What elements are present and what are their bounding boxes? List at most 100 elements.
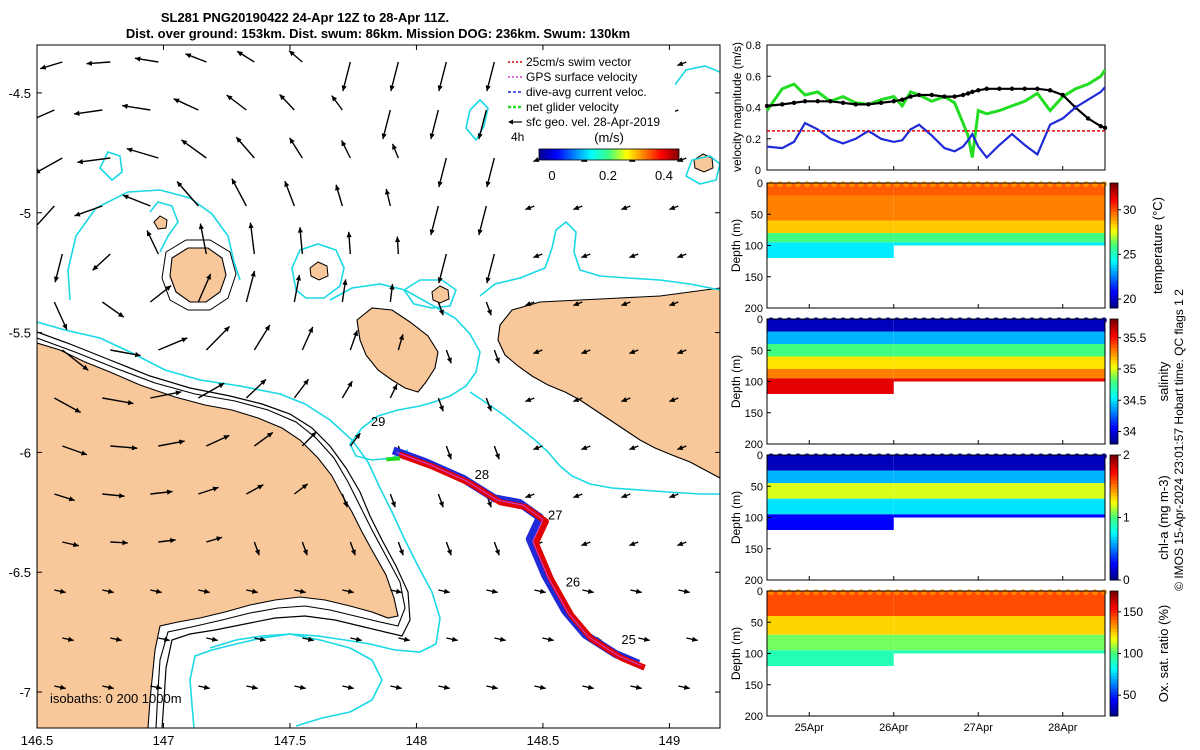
section-dot	[912, 181, 918, 188]
section-colorbar-tick-label: 150	[1123, 605, 1143, 619]
legend-gps-velocity: GPS surface velocity	[526, 70, 637, 84]
section-colorbar-cell	[1110, 501, 1118, 506]
section-colorbar-cell	[1110, 208, 1118, 212]
section-dot	[1020, 589, 1026, 596]
section-layer	[893, 242, 1105, 246]
section-dot	[1020, 453, 1026, 460]
geo-vector-head	[547, 636, 554, 642]
map-ytick-label: -5.5	[9, 326, 31, 341]
section-colorbar-cell	[1110, 431, 1118, 436]
section-colorbar-cell	[1110, 637, 1118, 642]
section-dot	[966, 453, 972, 460]
geo-vector-head	[176, 181, 183, 188]
section-layer	[767, 470, 894, 484]
isobath-cyan-loop-8	[402, 279, 457, 309]
section-layer	[893, 378, 1105, 382]
section-colorbar-frame	[1109, 318, 1119, 445]
section-dot	[822, 453, 828, 460]
map-ytick-label: -4.5	[9, 86, 31, 101]
velocity-point	[802, 99, 808, 104]
section-colorbar-cell	[1110, 229, 1118, 234]
section-layer	[893, 195, 1105, 221]
section-colorbar-cell	[1110, 425, 1118, 429]
section-colorbar-cell	[1110, 403, 1118, 407]
section-layer	[893, 331, 1105, 344]
section-layer	[767, 378, 894, 394]
section-dot	[912, 317, 918, 324]
section-colorbar-cell	[1110, 214, 1118, 218]
section-colorbar-cell	[1110, 428, 1118, 432]
section-dot	[1020, 317, 1026, 324]
section-dot	[1101, 317, 1107, 324]
section-colorbar-cell	[1110, 684, 1118, 689]
geo-vector-head	[398, 549, 404, 556]
section-colorbar-cell	[1110, 628, 1118, 633]
section-xtick-label: 27Apr	[964, 722, 994, 734]
section-colorbar-tick-label: 34	[1123, 425, 1137, 439]
geo-vector-head	[485, 181, 491, 188]
section-layer	[767, 483, 894, 499]
section-dot	[921, 589, 927, 596]
section-dot	[930, 317, 936, 324]
section-colorbar-cell	[1110, 558, 1118, 562]
geo-vector-head	[438, 405, 444, 412]
geo-vector-head	[122, 194, 129, 200]
section-dot	[858, 453, 864, 460]
section-colorbar-cell	[1110, 258, 1118, 262]
velocity-point	[866, 102, 871, 107]
section-dot	[894, 181, 900, 188]
geo-vector-head	[254, 549, 260, 556]
section-colorbar-cell	[1110, 298, 1118, 303]
section-dot	[975, 589, 981, 596]
geo-vector-head	[347, 684, 354, 690]
geo-vector-head	[127, 400, 134, 406]
geo-vector-head	[438, 501, 444, 508]
section-dot	[831, 317, 837, 324]
section-layer	[893, 514, 1105, 518]
isobath-cyan-shelf-inner	[209, 633, 383, 727]
geo-vector-head	[353, 330, 358, 337]
section-dot	[1083, 181, 1089, 188]
section-colorbar-cell	[1110, 483, 1118, 487]
section-layer	[767, 369, 894, 379]
section-dot	[1101, 181, 1107, 188]
geo-vector-head	[226, 95, 233, 101]
section-dot	[849, 317, 855, 324]
section-colorbar-cell	[1110, 273, 1118, 278]
section-colorbar-cell	[1110, 254, 1118, 259]
section-dot	[939, 453, 945, 460]
section-dot	[876, 589, 882, 596]
geo-vector-head	[77, 159, 84, 165]
section-dot	[984, 317, 990, 324]
geo-vector-head	[37, 168, 41, 174]
geo-vector-head	[134, 56, 141, 62]
geo-vector-head	[539, 588, 546, 594]
velocity-point	[780, 102, 785, 107]
geo-vector-head	[68, 496, 75, 502]
geo-vector-head	[491, 588, 498, 594]
geo-vector-head	[236, 137, 242, 143]
section-dot	[777, 589, 783, 596]
section-ytick-label: 100	[745, 377, 763, 389]
credit-text: © IMOS 15-Apr-2024 23:01:57 Hobart time.…	[1172, 289, 1186, 591]
section-colorbar-tick-label: 34.5	[1123, 393, 1147, 407]
section-layer	[893, 634, 1105, 651]
section-dot	[804, 181, 810, 188]
geo-vector-head	[392, 384, 398, 391]
velocity-point	[1047, 88, 1053, 93]
section-dot	[984, 181, 990, 188]
section-ytick-label: 0	[757, 586, 763, 598]
section-dot	[1056, 589, 1062, 596]
section-colorbar-cell	[1110, 662, 1118, 667]
section-colorbar-cell	[1110, 647, 1118, 651]
geo-vector-head	[211, 636, 218, 642]
geo-vector-head	[395, 684, 402, 690]
section-layer	[767, 319, 894, 332]
section-dot	[1092, 317, 1098, 324]
section-layer	[893, 455, 1105, 471]
section-colorbar-tick-label: 35.5	[1123, 331, 1147, 345]
geo-vector-head	[250, 270, 256, 277]
section-colorbar-cell	[1110, 322, 1118, 326]
geo-vector-head	[525, 301, 532, 306]
section-colorbar-cell	[1110, 406, 1118, 411]
